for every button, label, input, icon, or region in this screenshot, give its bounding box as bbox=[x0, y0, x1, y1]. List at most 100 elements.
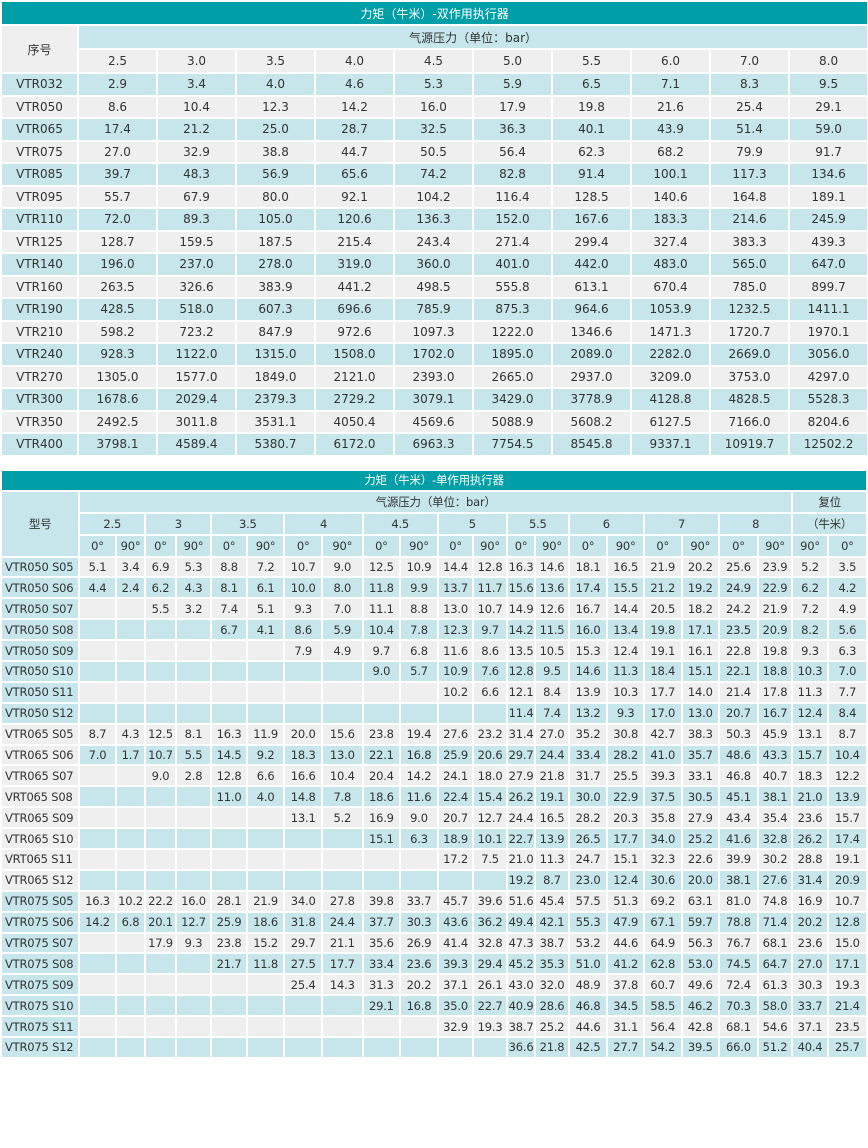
torque-cell: 12.8 bbox=[210, 764, 248, 788]
torque-cell: 1471.3 bbox=[630, 319, 711, 344]
torque-cell: 16.0 bbox=[393, 94, 474, 119]
torque-cell: 670.4 bbox=[630, 274, 711, 299]
torque-cell: 20.7 bbox=[436, 806, 475, 830]
torque-cell: 30.3 bbox=[399, 910, 439, 934]
torque-cell bbox=[320, 659, 364, 683]
torque-cell bbox=[114, 680, 147, 704]
torque-cell: 12.3 bbox=[235, 94, 316, 119]
torque-cell: 7.8 bbox=[320, 785, 364, 809]
torque-cell: 13.6 bbox=[534, 576, 570, 600]
torque-cell bbox=[283, 847, 323, 871]
table-row: VTR350 2492.5 3011.8 3531.1 4050.4 4569.6 5088… bbox=[0, 409, 868, 434]
torque-cell bbox=[114, 659, 147, 683]
torque-cell: 37.5 bbox=[642, 785, 683, 809]
torque-cell: 128.7 bbox=[77, 229, 158, 254]
torque-cell: 4297.0 bbox=[787, 364, 868, 389]
torque-cell bbox=[114, 952, 147, 976]
reset-torque-cell: 4.2 bbox=[826, 576, 868, 600]
torque-cell: 32.9 bbox=[436, 1015, 475, 1038]
double-acting-torque-table: 力矩（牛米）-双作用执行器 序号 气源压力（单位：bar） 2.5 3.0 3.5 4… bbox=[0, 0, 868, 457]
torque-cell: 41.4 bbox=[436, 931, 475, 955]
torque-cell bbox=[320, 847, 364, 871]
torque-cell: 37.7 bbox=[361, 910, 402, 934]
torque-cell: 17.4 bbox=[77, 117, 158, 142]
torque-cell: 785.0 bbox=[709, 274, 790, 299]
torque-cell: 4.1 bbox=[245, 618, 286, 642]
torque-cell: 22.9 bbox=[756, 576, 794, 600]
torque-cell: 2121.0 bbox=[314, 364, 395, 389]
torque-cell: 44.6 bbox=[606, 931, 645, 955]
torque-cell bbox=[210, 806, 248, 830]
model-cell: VTR270 bbox=[0, 364, 79, 389]
torque-cell: 66.0 bbox=[718, 1035, 759, 1059]
torque-cell: 9.3 bbox=[174, 931, 213, 955]
torque-cell: 899.7 bbox=[787, 274, 868, 299]
torque-cell: 35.4 bbox=[756, 806, 794, 830]
torque-cell: 12.5 bbox=[144, 722, 177, 746]
torque-cell: 17.7 bbox=[606, 827, 645, 850]
reset-torque-cell: 8.4 bbox=[826, 701, 868, 725]
torque-cell: 62.3 bbox=[551, 139, 632, 164]
torque-cell: 56.9 bbox=[235, 162, 316, 187]
reset-torque-cell: 23.5 bbox=[826, 1015, 868, 1038]
torque-cell: 2379.3 bbox=[235, 387, 316, 412]
torque-cell: 37.8 bbox=[606, 973, 645, 997]
torque-cell bbox=[78, 931, 117, 955]
torque-cell bbox=[78, 785, 117, 809]
table-row: VRT065 S08 11.0 4.0 14.8 7.8 18.6 11.6 22.4 15.4… bbox=[0, 785, 868, 809]
table-row: VTR075 S10 29.1 16.8 35.0 22.7 40.9 28.6 46.8 34… bbox=[0, 994, 868, 1018]
torque-cell: 8.1 bbox=[210, 576, 248, 600]
torque-cell: 72.4 bbox=[718, 973, 759, 997]
torque-cell: 7.5 bbox=[472, 847, 508, 871]
torque-cell: 25.9 bbox=[210, 910, 248, 934]
torque-cell bbox=[174, 847, 213, 871]
torque-cell: 11.6 bbox=[399, 785, 439, 809]
torque-cell: 8.6 bbox=[77, 94, 158, 119]
torque-cell: 116.4 bbox=[472, 184, 553, 209]
torque-cell: 278.0 bbox=[235, 252, 316, 277]
torque-cell: 23.6 bbox=[399, 952, 439, 976]
torque-cell: 16.7 bbox=[756, 701, 794, 725]
angle-label: 0° bbox=[642, 533, 683, 558]
torque-cell: 51.4 bbox=[709, 117, 790, 142]
torque-cell: 9337.1 bbox=[630, 432, 711, 457]
torque-cell: 30.2 bbox=[756, 847, 794, 871]
torque-cell: 16.3 bbox=[505, 555, 537, 579]
reset-torque-cell: 19.1 bbox=[826, 847, 868, 871]
table-row: VTR050 S12 11.4 7.4 13.2 9.3 17.0 13.0 20.7 16.7… bbox=[0, 701, 868, 725]
torque-cell: 34.0 bbox=[642, 827, 683, 850]
torque-cell: 14.5 bbox=[210, 743, 248, 767]
torque-cell: 56.3 bbox=[680, 931, 721, 955]
torque-cell: 140.6 bbox=[630, 184, 711, 209]
table-row: VTR400 3798.1 4589.4 5380.7 6172.0 6963.3 7754… bbox=[0, 432, 868, 457]
torque-cell: 55.7 bbox=[77, 184, 158, 209]
torque-cell bbox=[144, 806, 177, 830]
reset-torque-cell: 40.4 bbox=[791, 1035, 829, 1059]
table-row: VTR140 196.0 237.0 278.0 319.0 360.0 401.0 442.… bbox=[0, 252, 868, 277]
torque-cell: 11.3 bbox=[534, 847, 570, 871]
torque-cell: 6.7 bbox=[210, 618, 248, 642]
torque-cell: 319.0 bbox=[314, 252, 395, 277]
torque-cell: 57.5 bbox=[567, 889, 609, 913]
torque-cell: 21.7 bbox=[210, 952, 248, 976]
table-row: VTR240 928.3 1122.0 1315.0 1508.0 1702.0 1895.… bbox=[0, 342, 868, 367]
torque-cell: 12.8 bbox=[472, 555, 508, 579]
torque-cell bbox=[114, 973, 147, 997]
torque-cell: 39.3 bbox=[436, 952, 475, 976]
model-cell: VTR065 bbox=[0, 117, 79, 142]
pressure-label: 6 bbox=[567, 511, 645, 536]
reset-torque-cell: 31.4 bbox=[791, 868, 829, 892]
pressure-label: 7.0 bbox=[709, 48, 790, 74]
torque-cell: 29.1 bbox=[787, 94, 868, 119]
torque-cell: 22.1 bbox=[718, 659, 759, 683]
model-cell: VTR032 bbox=[0, 72, 79, 97]
torque-cell: 15.6 bbox=[320, 722, 364, 746]
torque-cell: 11.4 bbox=[505, 701, 537, 725]
torque-cell: 24.4 bbox=[505, 806, 537, 830]
torque-cell: 7.0 bbox=[320, 597, 364, 621]
torque-cell: 16.5 bbox=[606, 555, 645, 579]
torque-cell: 14.4 bbox=[606, 597, 645, 621]
reset-torque-cell: 12.8 bbox=[826, 910, 868, 934]
torque-cell bbox=[361, 701, 402, 725]
torque-cell: 11.3 bbox=[606, 659, 645, 683]
